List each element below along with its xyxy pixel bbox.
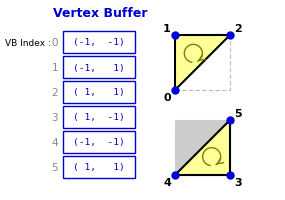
Text: 0: 0	[163, 93, 171, 102]
Polygon shape	[175, 120, 230, 175]
Polygon shape	[175, 120, 230, 175]
Bar	[63, 57, 135, 79]
Bar	[175, 36, 230, 91]
Text: 3: 3	[51, 112, 58, 122]
Text: 4: 4	[51, 137, 58, 147]
Text: 3: 3	[234, 177, 242, 187]
Text: (-1,   1): (-1, 1)	[73, 63, 125, 72]
Text: 5: 5	[51, 162, 58, 172]
Bar	[63, 131, 135, 153]
Text: 2: 2	[51, 88, 58, 98]
Polygon shape	[175, 36, 230, 91]
Text: 0: 0	[52, 38, 58, 48]
Bar	[175, 120, 230, 175]
Text: VB Index :: VB Index :	[5, 38, 51, 47]
Text: 1: 1	[163, 24, 171, 34]
Text: (-1,  -1): (-1, -1)	[73, 138, 125, 147]
Text: (-1,  -1): (-1, -1)	[73, 38, 125, 47]
Bar	[63, 156, 135, 178]
Bar	[63, 106, 135, 128]
Text: 4: 4	[163, 177, 171, 187]
Text: 2: 2	[234, 24, 242, 34]
Text: 5: 5	[234, 108, 242, 118]
Bar	[63, 82, 135, 103]
Text: Vertex Buffer: Vertex Buffer	[53, 7, 147, 20]
Text: ( 1,  -1): ( 1, -1)	[73, 113, 125, 122]
Bar	[63, 32, 135, 54]
Text: ( 1,   1): ( 1, 1)	[73, 88, 125, 97]
Text: ( 1,   1): ( 1, 1)	[73, 163, 125, 172]
Text: 1: 1	[51, 63, 58, 73]
